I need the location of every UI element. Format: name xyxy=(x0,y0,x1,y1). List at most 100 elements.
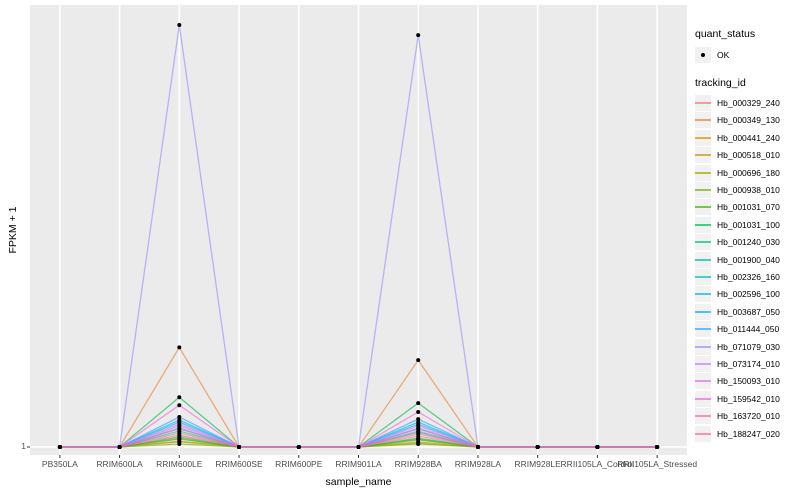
legend-item-label: Hb_163720_010 xyxy=(717,411,780,422)
legend-item-Hb_011444_050: Hb_011444_050 xyxy=(695,320,800,338)
line-swatch-icon xyxy=(695,95,711,112)
legend-item-label: Hb_001031_100 xyxy=(717,219,780,230)
legend-item-Hb_159542_010: Hb_159542_010 xyxy=(695,390,800,407)
legend-item-Hb_001900_040: Hb_001900_040 xyxy=(695,251,800,268)
x-tick-label: RRIM928LE xyxy=(514,459,561,469)
data-point xyxy=(476,445,480,449)
line-swatch-icon xyxy=(695,338,711,355)
line-swatch-icon xyxy=(695,355,711,372)
data-point xyxy=(416,420,421,425)
legend-item-Hb_188247_020: Hb_188247_020 xyxy=(695,425,800,442)
data-point xyxy=(177,442,182,446)
legend-title-quant-status: quant_status xyxy=(695,28,756,40)
legend-item-Hb_001031_070: Hb_001031_070 xyxy=(695,199,800,216)
legend-item-ok: OK xyxy=(695,46,800,63)
x-tick-label: RRIM600SE xyxy=(215,459,263,469)
legend-item-label: Hb_000441_240 xyxy=(717,132,780,143)
legend-item-label: Hb_000329_240 xyxy=(717,98,780,109)
line-swatch-icon xyxy=(695,268,711,285)
legend-item-label: Hb_150093_010 xyxy=(717,376,780,387)
legend-item-Hb_002596_100: Hb_002596_100 xyxy=(695,286,800,303)
data-point xyxy=(356,445,361,449)
legend-item-label: Hb_000938_010 xyxy=(717,185,780,196)
legend-item-Hb_000518_010: Hb_000518_010 xyxy=(695,147,800,164)
legend-item-Hb_001031_100: Hb_001031_100 xyxy=(695,216,800,233)
line-swatch-icon xyxy=(695,234,711,251)
line-swatch-icon xyxy=(695,199,711,216)
ok-point-icon xyxy=(695,46,711,63)
data-point xyxy=(177,403,182,408)
data-point xyxy=(57,445,62,449)
data-point xyxy=(416,426,421,430)
x-tick-label: RRIM600PE xyxy=(275,459,323,469)
data-point xyxy=(655,445,660,449)
x-tick-label: RRIM928BA xyxy=(394,459,442,469)
line-swatch-icon xyxy=(695,182,711,199)
legend-item-Hb_000441_240: Hb_000441_240 xyxy=(695,129,800,146)
legend-item-label: Hb_001900_040 xyxy=(717,254,780,265)
legend-item-label: Hb_002326_160 xyxy=(717,271,780,282)
line-swatch-icon xyxy=(695,321,711,338)
legend-title-tracking-id: tracking_id xyxy=(695,77,746,90)
x-tick-label: RRIM928LA xyxy=(454,459,502,469)
data-point xyxy=(177,433,182,438)
data-point xyxy=(416,434,421,438)
legend-item-Hb_003687_050: Hb_003687_050 xyxy=(695,303,800,320)
legend-item-Hb_071079_030: Hb_071079_030 xyxy=(695,338,800,355)
data-point xyxy=(416,358,421,363)
legend-item-Hb_001240_030: Hb_001240_030 xyxy=(695,234,800,251)
y-tick-label: 1 xyxy=(21,441,26,451)
data-point xyxy=(416,429,421,433)
legend-item-Hb_073174_010: Hb_073174_010 xyxy=(695,355,800,372)
data-point xyxy=(177,345,182,350)
legend-item-label: Hb_000696_180 xyxy=(717,167,780,178)
legend-item-Hb_150093_010: Hb_150093_010 xyxy=(695,373,800,390)
data-point xyxy=(177,415,182,419)
y-axis-title: FPKM + 1 xyxy=(7,206,19,254)
legend-item-label: Hb_003687_050 xyxy=(717,306,780,317)
x-axis-title: sample_name xyxy=(325,476,392,488)
x-tick-label: RRIM901LA xyxy=(335,459,382,469)
data-point xyxy=(416,410,421,414)
x-tick-label: RRIM600LE xyxy=(156,459,203,469)
legend-item-Hb_000938_010: Hb_000938_010 xyxy=(695,181,800,199)
data-point xyxy=(416,401,421,406)
data-point xyxy=(177,23,182,27)
data-point xyxy=(595,445,600,449)
legend: quant_status OK tracking_id Hb_000329_24… xyxy=(695,28,800,442)
legend-item-Hb_002326_160: Hb_002326_160 xyxy=(695,268,800,285)
legend-item-label: Hb_000349_130 xyxy=(717,115,780,126)
legend-item-label: OK xyxy=(717,49,730,60)
line-swatch-icon xyxy=(695,373,711,390)
data-point xyxy=(117,445,122,449)
legend-item-label: Hb_073174_010 xyxy=(717,358,780,369)
data-point xyxy=(416,417,421,422)
x-tick-label: RRII105LA_Control xyxy=(560,459,635,469)
data-point xyxy=(296,445,301,449)
line-swatch-icon xyxy=(695,251,711,268)
legend-item-Hb_000349_130: Hb_000349_130 xyxy=(695,112,800,129)
tracking-id-legend-items: Hb_000329_240 Hb_000349_130 Hb_000441_240 H… xyxy=(695,94,800,442)
data-point xyxy=(237,445,241,449)
line-swatch-icon xyxy=(695,408,711,425)
line-swatch-icon xyxy=(695,390,711,407)
legend-item-label: Hb_159542_010 xyxy=(717,393,780,404)
line-swatch-icon xyxy=(695,147,711,164)
x-tick-label: RRIM600LA xyxy=(96,459,143,469)
legend-item-label: Hb_188247_020 xyxy=(717,428,780,439)
legend-item-label: Hb_011444_050 xyxy=(717,324,780,335)
line-swatch-icon xyxy=(695,286,711,303)
legend-item-label: Hb_000518_010 xyxy=(717,150,780,161)
line-swatch-icon xyxy=(695,303,711,320)
line-swatch-icon xyxy=(695,129,711,146)
x-tick-label: RRII105LA_Stressed xyxy=(617,459,698,469)
line-swatch-icon xyxy=(695,216,711,233)
data-point xyxy=(177,418,182,422)
x-tick-label: PB350LA xyxy=(41,459,78,469)
data-point xyxy=(177,395,182,400)
legend-item-label: Hb_002596_100 xyxy=(717,289,780,300)
data-point xyxy=(535,445,540,449)
data-point xyxy=(177,423,182,428)
